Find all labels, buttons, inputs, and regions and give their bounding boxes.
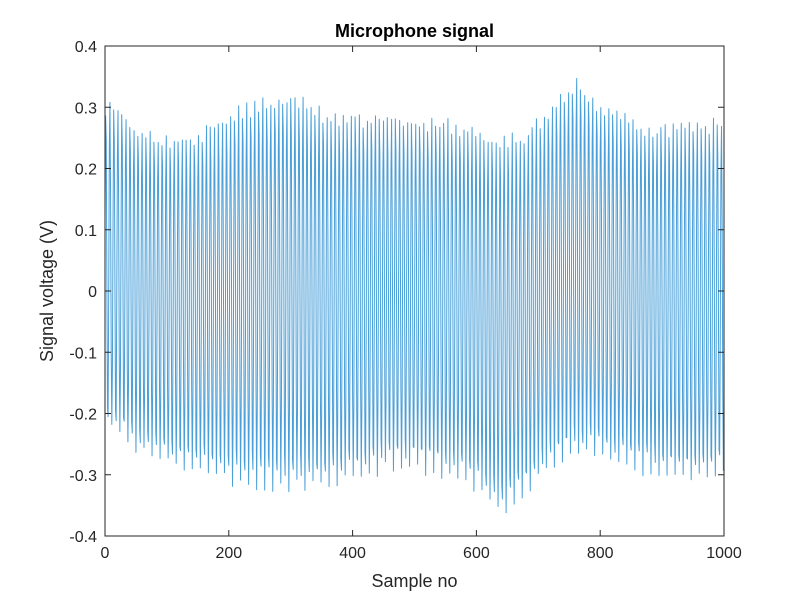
x-tick-label: 400 (339, 545, 366, 562)
y-tick-label: -0.3 (69, 468, 97, 485)
y-tick-label: 0 (88, 284, 97, 301)
x-tick-label: 600 (463, 545, 490, 562)
x-axis-label: Sample no (371, 571, 457, 591)
y-axis-label: Signal voltage (V) (37, 220, 57, 362)
tick-layer: 0 200 400 600 800 1000 -0.4 -0.3 -0.2 -0.1 0 0.1 0.2… (69, 39, 741, 562)
y-tick-label: -0.2 (69, 407, 97, 424)
x-tick-label: 0 (101, 545, 110, 562)
y-tick-label: 0.1 (75, 223, 97, 240)
series-layer (104, 78, 725, 514)
series-line (104, 78, 725, 514)
y-tick-label: -0.1 (69, 345, 97, 362)
y-tick-label: 0.4 (75, 39, 97, 56)
chart-title: Microphone signal (335, 21, 494, 41)
y-tick-label: -0.4 (69, 529, 97, 546)
x-tick-label: 1000 (706, 545, 742, 562)
y-tick-label: 0.2 (75, 162, 97, 179)
y-tick-label: 0.3 (75, 100, 97, 117)
x-tick-label: 800 (587, 545, 614, 562)
x-tick-label: 200 (215, 545, 242, 562)
